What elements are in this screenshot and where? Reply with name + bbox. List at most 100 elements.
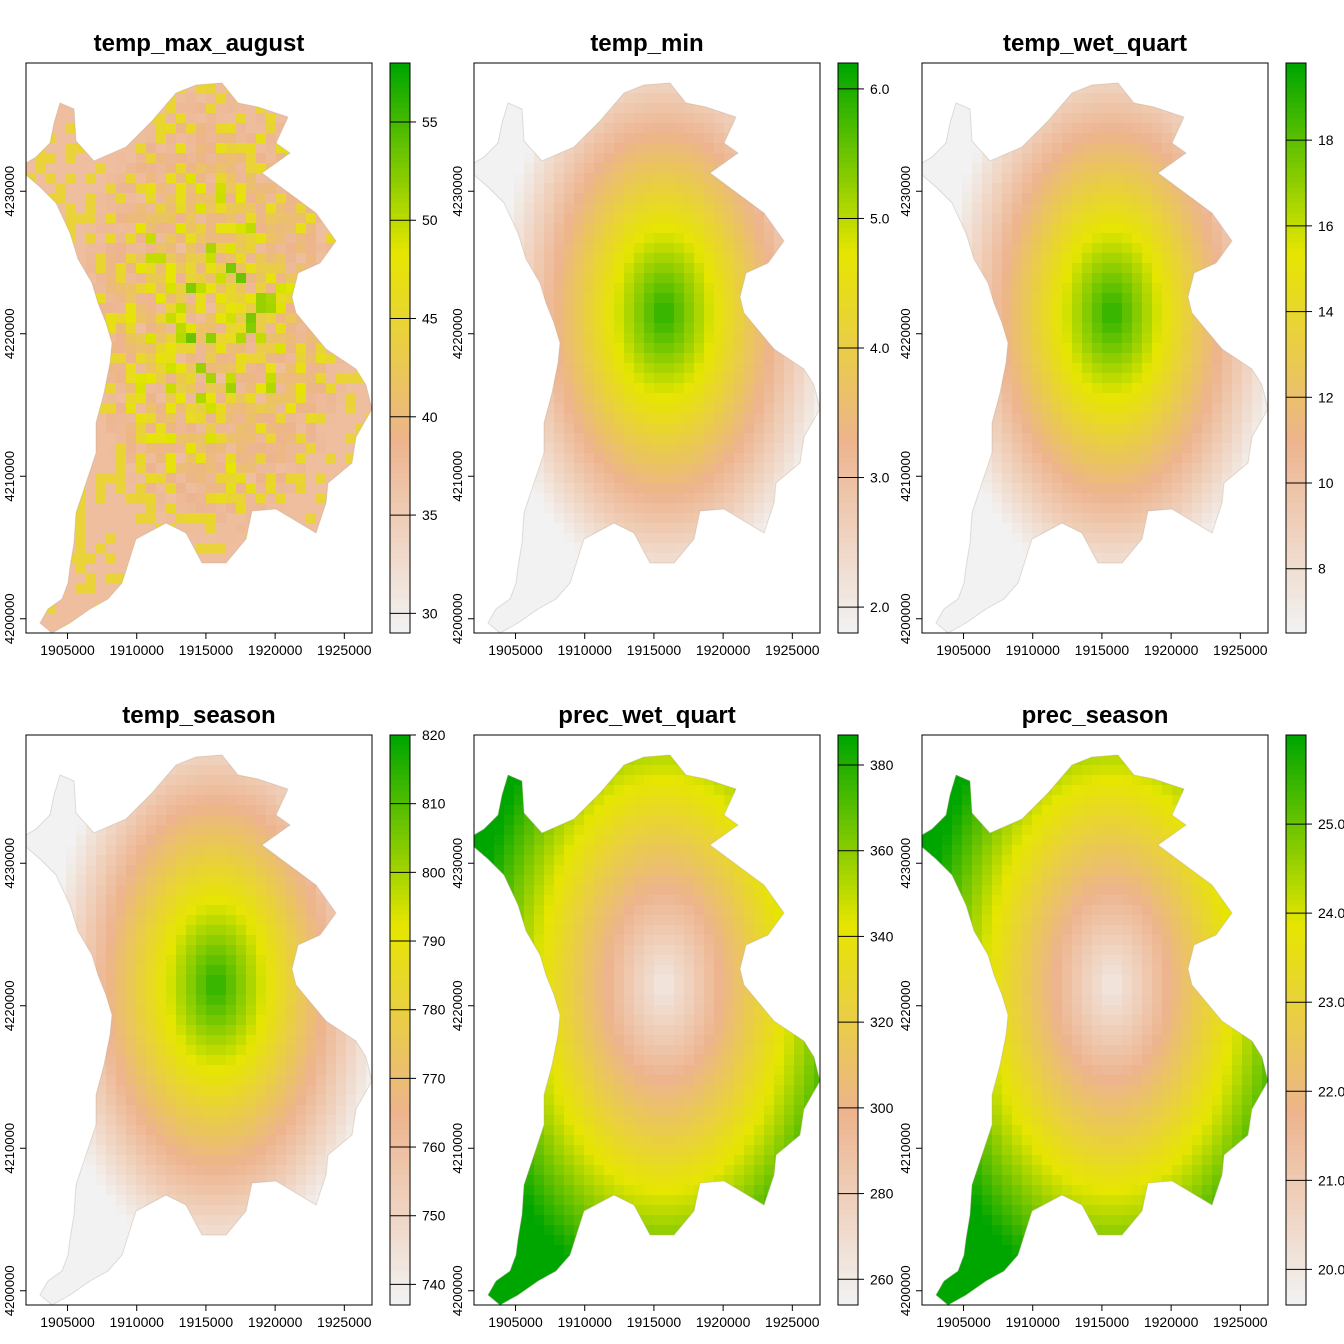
legend-tick-label: 810: [422, 796, 446, 812]
legend-tick-label: 300: [870, 1100, 894, 1116]
x-tick-label: 1925000: [317, 1314, 372, 1330]
legend-tick-label: 30: [422, 605, 438, 621]
legend-tick-label: 740: [422, 1276, 446, 1292]
y-tick-label: 4230000: [2, 838, 17, 889]
region-outline: [922, 82, 1268, 633]
legend-tick-label: 24.0: [1318, 905, 1344, 921]
legend-tick-label: 340: [870, 928, 894, 944]
legend-colorbar: 30 35 40 45 50 55: [389, 62, 438, 634]
y-tick-label: 4220000: [898, 308, 913, 359]
legend-tick-label: 45: [422, 311, 438, 327]
x-tick-label: 1925000: [1213, 1314, 1268, 1330]
y-tick-label: 4230000: [898, 166, 913, 217]
y-tick-label: 4220000: [2, 980, 17, 1031]
y-tick-label: 4220000: [898, 980, 913, 1031]
raster-surface: [26, 82, 372, 633]
panel-title: temp_season: [122, 702, 275, 729]
x-tick-label: 1920000: [1144, 642, 1199, 658]
x-tick-label: 1910000: [1005, 1314, 1060, 1330]
x-tick-label: 1910000: [109, 642, 164, 658]
legend-tick-label: 50: [422, 212, 438, 228]
legend-tick-label: 5.0: [870, 210, 890, 226]
x-tick-label: 1920000: [248, 642, 303, 658]
plot-frame: [473, 62, 821, 634]
y-tick-label: 4210000: [450, 451, 465, 502]
legend-tick-label: 23.0: [1318, 994, 1344, 1010]
y-tick-label: 4200000: [898, 1265, 913, 1316]
legend-tick-label: 40: [422, 409, 438, 425]
x-tick-label: 1910000: [1005, 642, 1060, 658]
legend-tick-label: 18: [1318, 132, 1334, 148]
y-tick-label: 4230000: [2, 166, 17, 217]
y-tick-label: 4200000: [450, 1265, 465, 1316]
legend-tick-label: 20.0: [1318, 1261, 1344, 1277]
plot-frame: [25, 62, 373, 634]
region-outline: [474, 82, 820, 633]
legend-tick-label: 2.0: [870, 599, 890, 615]
legend-tick-label: 4.0: [870, 340, 890, 356]
y-tick-label: 4210000: [2, 451, 17, 502]
panel-title: temp_wet_quart: [1003, 30, 1187, 57]
y-tick-label: 4230000: [898, 838, 913, 889]
x-tick-label: 1905000: [936, 1314, 991, 1330]
legend-tick-label: 22.0: [1318, 1083, 1344, 1099]
y-tick-label: 4220000: [2, 308, 17, 359]
raster-surface: [26, 754, 372, 1305]
legend-colorbar: 740 750 760 770 780 790 800 810 820: [389, 727, 446, 1306]
legend-tick-label: 780: [422, 1002, 446, 1018]
legend-tick-label: 770: [422, 1070, 446, 1086]
legend-tick-label: 280: [870, 1186, 894, 1202]
x-tick-label: 1915000: [1075, 642, 1130, 658]
legend-tick-label: 820: [422, 727, 446, 743]
x-tick-label: 1915000: [627, 642, 682, 658]
legend-tick-label: 55: [422, 114, 438, 130]
y-tick-label: 4210000: [898, 451, 913, 502]
x-tick-label: 1905000: [488, 1314, 543, 1330]
legend-tick-label: 260: [870, 1271, 894, 1287]
y-tick-label: 4200000: [2, 593, 17, 644]
y-tick-label: 4200000: [450, 593, 465, 644]
x-tick-label: 1910000: [557, 642, 612, 658]
legend-tick-label: 14: [1318, 304, 1334, 320]
legend-colorbar: 20.0 21.0 22.0 23.0 24.0 25.0: [1285, 734, 1344, 1306]
y-tick-label: 4210000: [450, 1123, 465, 1174]
x-tick-label: 1920000: [1144, 1314, 1199, 1330]
y-tick-label: 4200000: [898, 593, 913, 644]
legend-tick-label: 800: [422, 864, 446, 880]
legend-tick-label: 360: [870, 843, 894, 859]
panel-title: prec_wet_quart: [558, 702, 735, 729]
x-tick-label: 1915000: [1075, 1314, 1130, 1330]
x-tick-label: 1905000: [488, 642, 543, 658]
y-tick-label: 4200000: [2, 1265, 17, 1316]
y-tick-label: 4210000: [2, 1123, 17, 1174]
y-tick-label: 4220000: [450, 980, 465, 1031]
legend-tick-label: 16: [1318, 218, 1334, 234]
plot-frame: [25, 734, 373, 1306]
x-tick-label: 1925000: [765, 1314, 820, 1330]
panel-6: prec_season 1905000 1910000 1915000 1920000 1…: [898, 702, 1344, 1330]
x-tick-label: 1915000: [179, 642, 234, 658]
x-tick-label: 1905000: [40, 642, 95, 658]
x-tick-label: 1915000: [179, 1314, 234, 1330]
x-tick-label: 1910000: [557, 1314, 612, 1330]
legend-tick-label: 8: [1318, 561, 1326, 577]
legend-colorbar: 260 280 300 320 340 360 380: [837, 734, 894, 1306]
panel-title: prec_season: [1022, 702, 1169, 729]
legend-tick-label: 750: [422, 1208, 446, 1224]
x-tick-label: 1925000: [317, 642, 372, 658]
plot-frame: [473, 734, 821, 1306]
region-outline: [26, 754, 372, 1305]
raster-surface: [474, 754, 820, 1305]
legend-tick-label: 21.0: [1318, 1172, 1344, 1188]
x-tick-label: 1905000: [40, 1314, 95, 1330]
region-outline: [26, 82, 372, 633]
legend-tick-label: 25.0: [1318, 816, 1344, 832]
plot-frame: [921, 62, 1269, 634]
y-tick-label: 4220000: [450, 308, 465, 359]
x-tick-label: 1905000: [936, 642, 991, 658]
y-tick-label: 4230000: [450, 838, 465, 889]
legend-colorbar: 8 10 12 14 16 18: [1285, 62, 1334, 634]
panel-4: temp_season 1905000 1910000 1915000 1920000 1…: [2, 702, 446, 1330]
legend-colorbar: 2.0 3.0 4.0 5.0 6.0: [837, 62, 890, 634]
